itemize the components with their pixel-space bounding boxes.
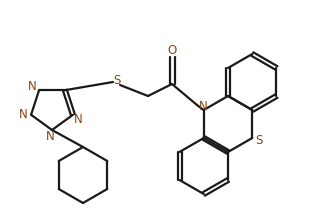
Text: O: O: [167, 43, 177, 56]
Text: N: N: [74, 113, 82, 126]
Text: N: N: [199, 101, 207, 114]
Text: N: N: [28, 80, 36, 93]
Text: N: N: [19, 108, 28, 121]
Text: N: N: [46, 129, 55, 142]
Text: S: S: [113, 73, 121, 86]
Text: S: S: [256, 134, 263, 146]
